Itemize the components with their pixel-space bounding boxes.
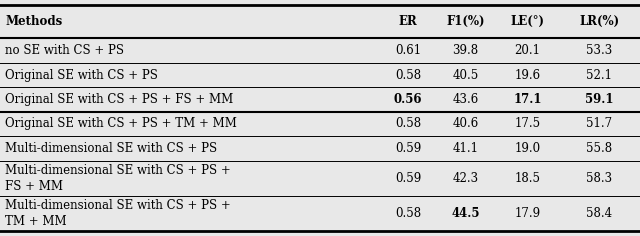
Text: Multi-dimensional SE with CS + PS +
TM + MM: Multi-dimensional SE with CS + PS + TM +… [5, 199, 231, 228]
Text: 18.5: 18.5 [515, 172, 540, 185]
Text: 0.58: 0.58 [395, 69, 421, 82]
Text: 0.58: 0.58 [395, 118, 421, 131]
Text: Original SE with CS + PS + TM + MM: Original SE with CS + PS + TM + MM [5, 118, 237, 131]
Text: 17.9: 17.9 [515, 207, 540, 220]
Text: 55.8: 55.8 [586, 142, 612, 155]
Text: 53.3: 53.3 [586, 44, 612, 57]
Text: 41.1: 41.1 [452, 142, 479, 155]
Text: 17.5: 17.5 [515, 118, 540, 131]
Text: Original SE with CS + PS + FS + MM: Original SE with CS + PS + FS + MM [5, 93, 234, 106]
Text: Multi-dimensional SE with CS + PS: Multi-dimensional SE with CS + PS [5, 142, 217, 155]
Text: 0.56: 0.56 [394, 93, 422, 106]
Text: F1(%): F1(%) [446, 15, 485, 28]
Text: Methods: Methods [5, 15, 62, 28]
Text: Multi-dimensional SE with CS + PS +
FS + MM: Multi-dimensional SE with CS + PS + FS +… [5, 164, 231, 193]
Text: 20.1: 20.1 [515, 44, 540, 57]
Text: LR(%): LR(%) [579, 15, 620, 28]
Text: no SE with CS + PS: no SE with CS + PS [5, 44, 124, 57]
Text: 0.59: 0.59 [395, 142, 421, 155]
Text: ER: ER [399, 15, 417, 28]
Text: 39.8: 39.8 [452, 44, 479, 57]
Text: 40.5: 40.5 [452, 69, 479, 82]
Text: LE(°): LE(°) [510, 15, 545, 28]
Text: 59.1: 59.1 [585, 93, 614, 106]
Text: 58.4: 58.4 [586, 207, 612, 220]
Text: 0.59: 0.59 [395, 172, 421, 185]
Text: 40.6: 40.6 [452, 118, 479, 131]
Text: 17.1: 17.1 [513, 93, 541, 106]
Text: 42.3: 42.3 [452, 172, 479, 185]
Text: 51.7: 51.7 [586, 118, 612, 131]
Text: 44.5: 44.5 [451, 207, 480, 220]
Text: 52.1: 52.1 [586, 69, 612, 82]
Text: 58.3: 58.3 [586, 172, 612, 185]
Text: 0.61: 0.61 [395, 44, 421, 57]
Text: 19.0: 19.0 [515, 142, 540, 155]
Text: 19.6: 19.6 [515, 69, 540, 82]
Text: Original SE with CS + PS: Original SE with CS + PS [5, 69, 158, 82]
Text: 43.6: 43.6 [452, 93, 479, 106]
Text: 0.58: 0.58 [395, 207, 421, 220]
